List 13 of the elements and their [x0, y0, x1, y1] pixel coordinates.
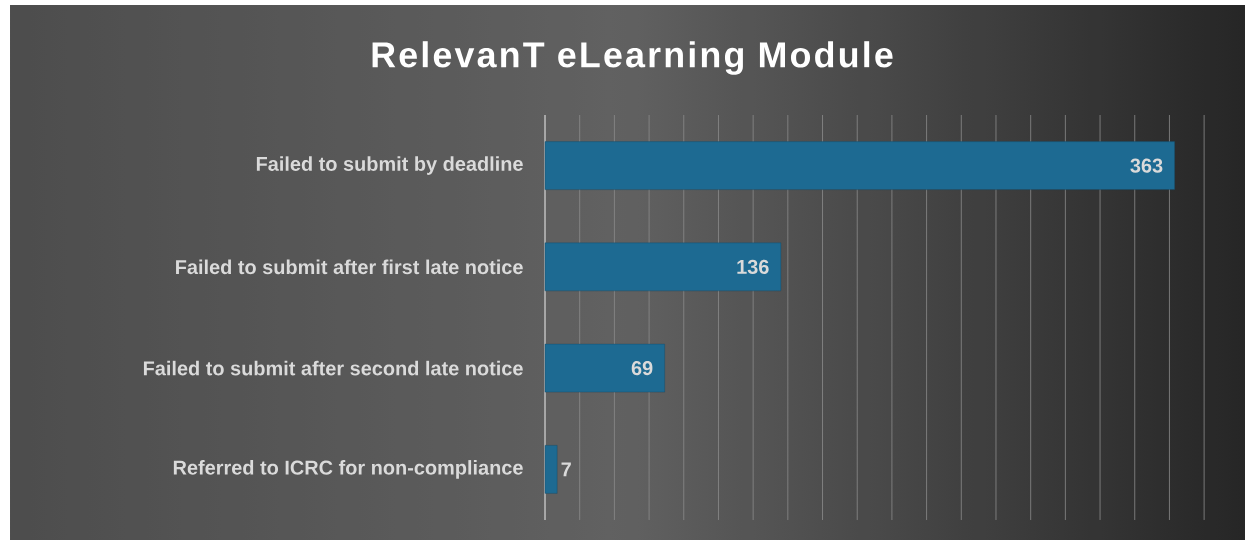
- data-label: 69: [631, 361, 653, 376]
- bar: [544, 343, 665, 393]
- chart-title: RelevanT eLearning Module: [372, 41, 893, 75]
- y-tick-label: Failed to submit after second late notice: [143, 360, 523, 376]
- bar: [544, 445, 558, 494]
- bar: [544, 141, 1175, 190]
- y-tick-label: Referred to ICRC for non-compliance: [173, 460, 523, 479]
- data-label: 136: [737, 259, 769, 274]
- data-label: 7: [561, 462, 571, 477]
- y-tick-label: Failed to submit by deadline: [256, 156, 523, 175]
- data-label: 363: [1130, 158, 1163, 173]
- bar: [544, 242, 782, 292]
- y-tick-label: Failed to submit after first late notice: [176, 259, 523, 275]
